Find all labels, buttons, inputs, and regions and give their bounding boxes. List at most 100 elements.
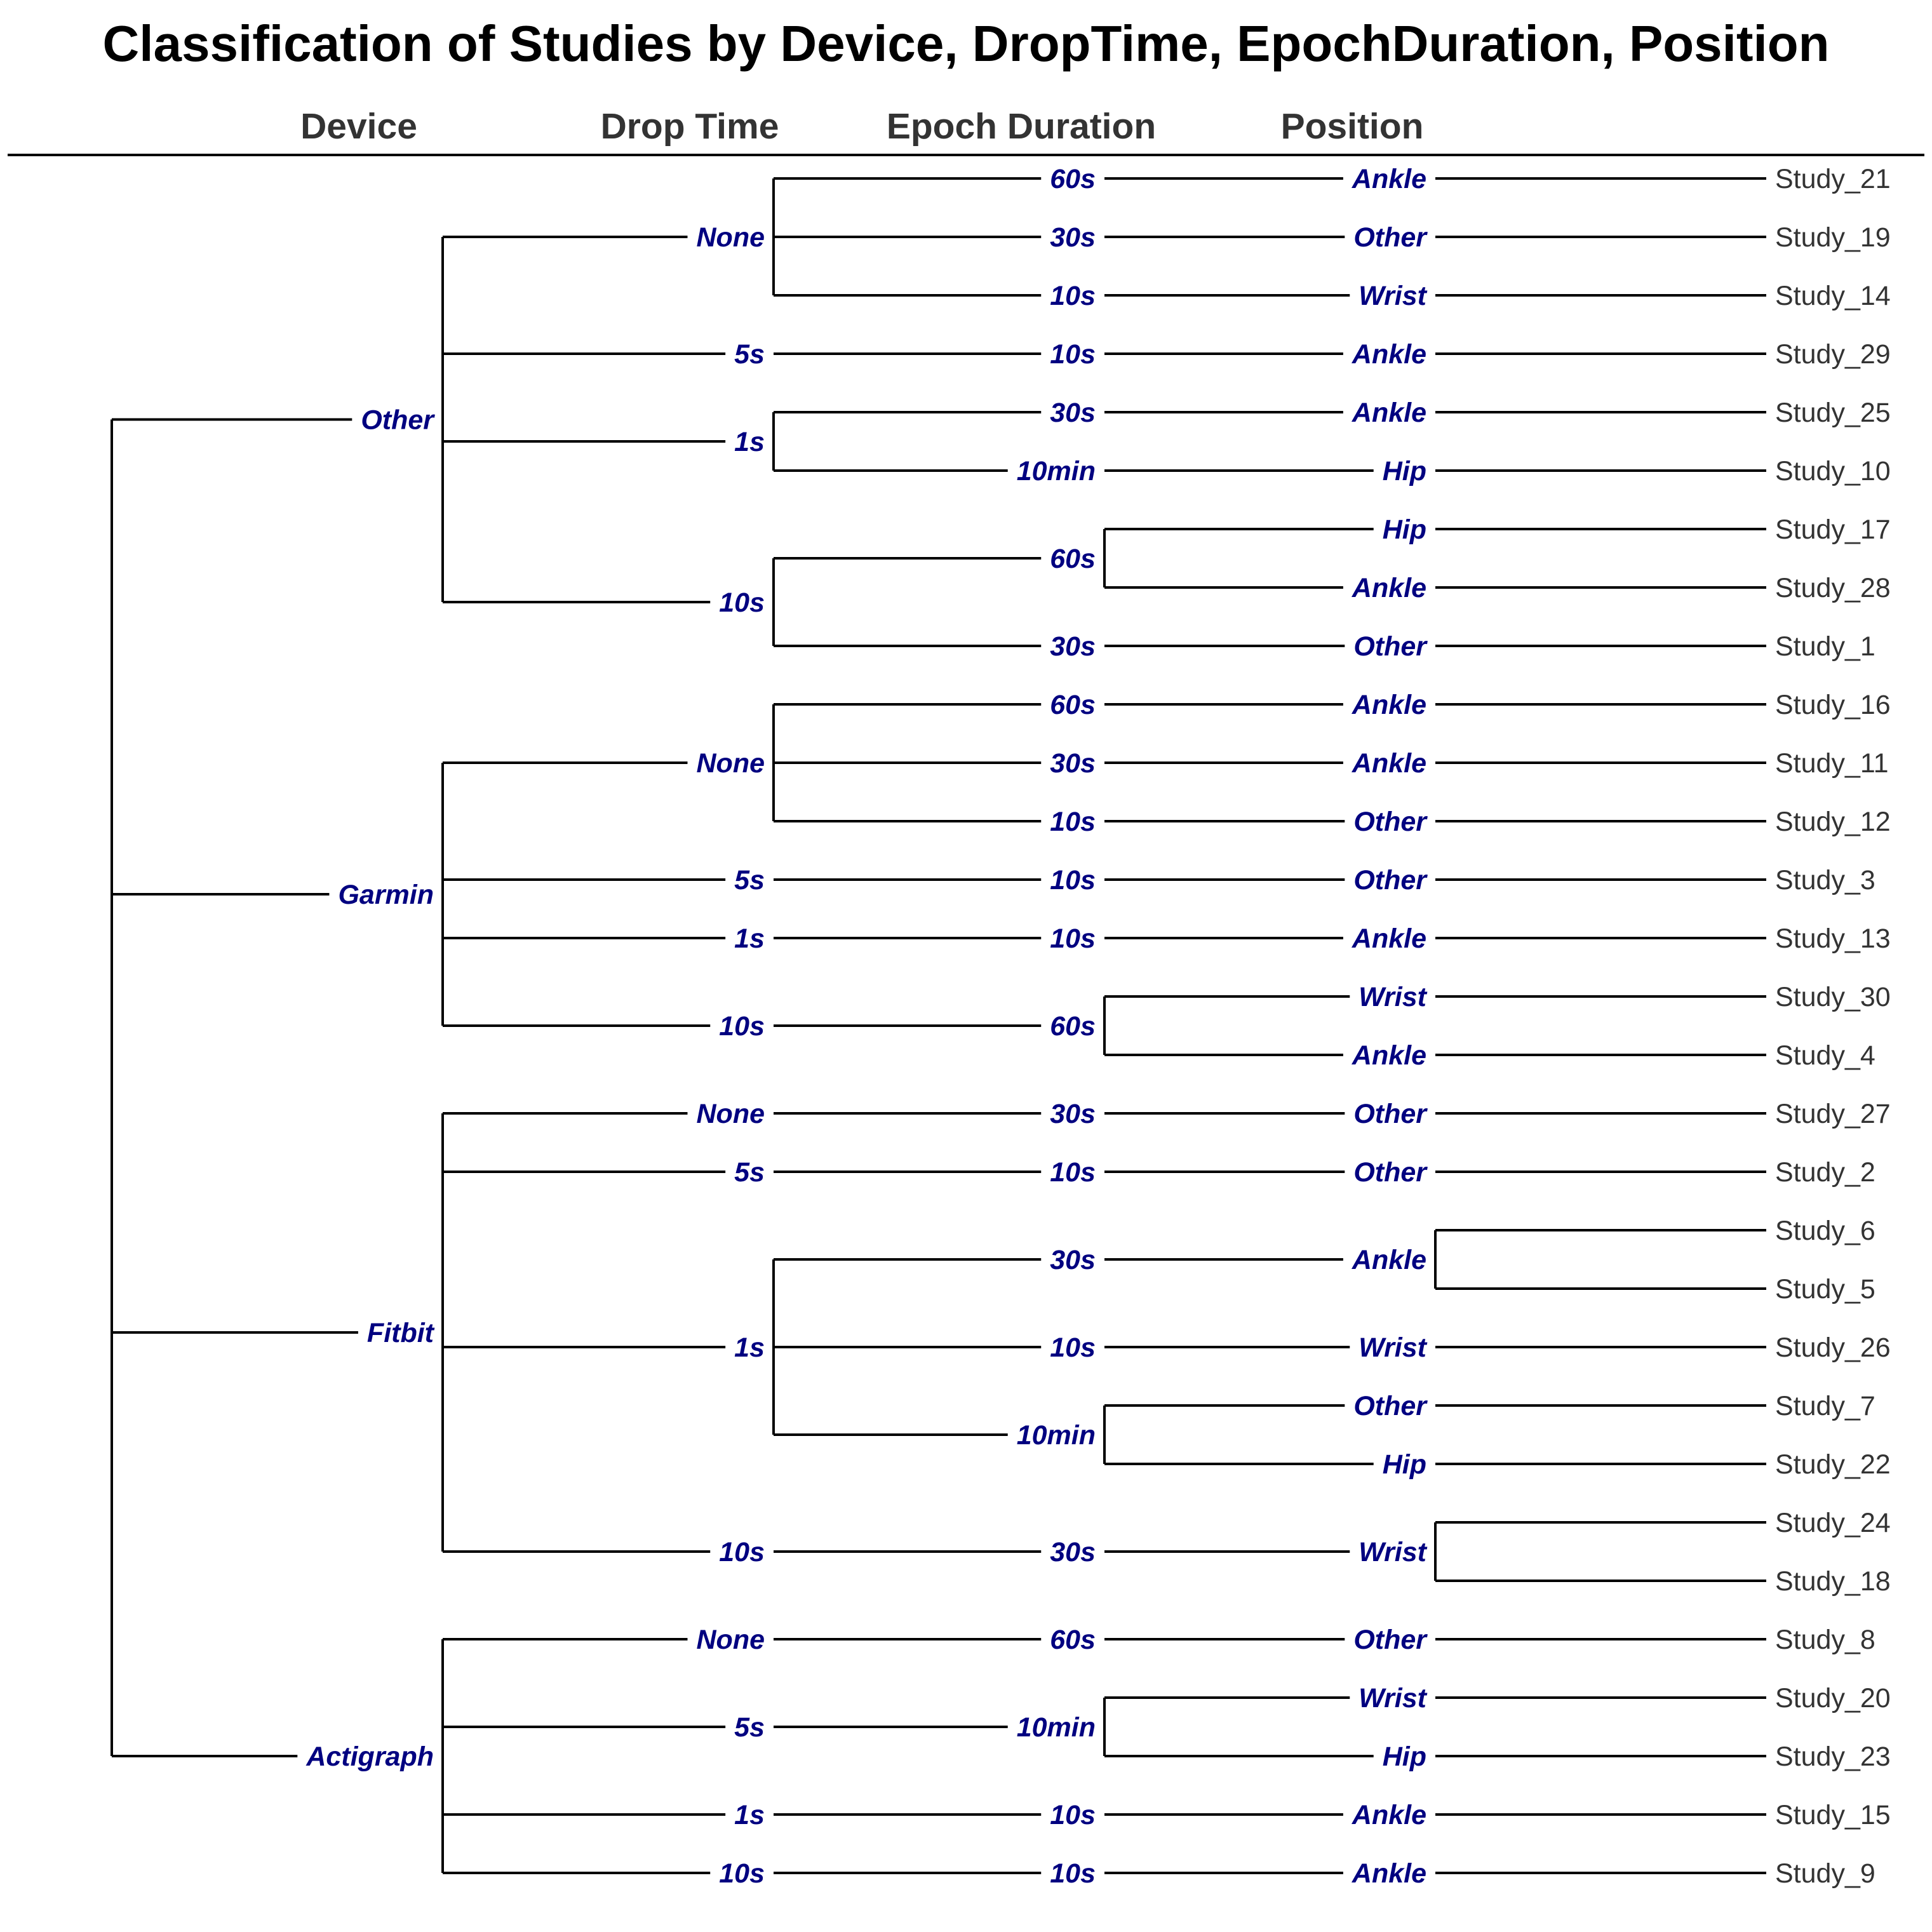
node-epoch-duration-60s: 60s <box>1050 544 1096 574</box>
leaf-study-6: Study_6 <box>1775 1216 1875 1246</box>
node-epoch-duration-30s: 30s <box>1050 398 1096 428</box>
leaf-study-19: Study_19 <box>1775 222 1891 253</box>
leaf-study-13: Study_13 <box>1775 923 1891 954</box>
leaf-study-28: Study_28 <box>1775 573 1891 603</box>
leaf-study-30: Study_30 <box>1775 982 1891 1012</box>
node-epoch-duration-60s: 60s <box>1050 1011 1096 1042</box>
node-device-actigraph: Actigraph <box>305 1741 434 1772</box>
node-position-ankle: Ankle <box>1352 339 1426 370</box>
node-position-ankle: Ankle <box>1352 573 1426 603</box>
node-position-other: Other <box>1353 1099 1428 1129</box>
node-epoch-duration-30s: 30s <box>1050 631 1096 662</box>
node-position-other: Other <box>1353 1157 1428 1188</box>
leaf-study-20: Study_20 <box>1775 1683 1891 1714</box>
node-epoch-duration-10s: 10s <box>1050 865 1096 896</box>
node-drop-time-1s: 1s <box>734 1332 765 1363</box>
node-position-other: Other <box>1353 865 1428 896</box>
node-drop-time-none: None <box>697 222 765 253</box>
node-epoch-duration-30s: 30s <box>1050 748 1096 779</box>
leaf-study-22: Study_22 <box>1775 1449 1891 1480</box>
leaf-study-10: Study_10 <box>1775 456 1891 486</box>
leaf-study-21: Study_21 <box>1775 164 1891 194</box>
node-position-ankle: Ankle <box>1352 398 1426 428</box>
node-position-hip: Hip <box>1383 1741 1426 1772</box>
node-position-hip: Hip <box>1383 456 1426 486</box>
node-epoch-duration-30s: 30s <box>1050 1099 1096 1129</box>
node-epoch-duration-10min: 10min <box>1017 456 1096 486</box>
node-position-ankle: Ankle <box>1352 1245 1426 1275</box>
node-position-ankle: Ankle <box>1352 748 1426 779</box>
node-epoch-duration-10s: 10s <box>1050 923 1096 954</box>
node-position-wrist: Wrist <box>1358 281 1427 311</box>
node-drop-time-10s: 10s <box>719 587 765 618</box>
node-epoch-duration-10min: 10min <box>1017 1420 1096 1451</box>
node-drop-time-10s: 10s <box>719 1537 765 1567</box>
node-position-ankle: Ankle <box>1352 164 1426 194</box>
node-drop-time-5s: 5s <box>734 339 765 370</box>
leaf-study-25: Study_25 <box>1775 398 1891 428</box>
node-drop-time-5s: 5s <box>734 865 765 896</box>
node-epoch-duration-10s: 10s <box>1050 1157 1096 1188</box>
node-drop-time-none: None <box>697 1625 765 1655</box>
leaf-study-3: Study_3 <box>1775 865 1875 896</box>
node-epoch-duration-30s: 30s <box>1050 1245 1096 1275</box>
node-epoch-duration-10s: 10s <box>1050 1332 1096 1363</box>
node-epoch-duration-10min: 10min <box>1017 1712 1096 1743</box>
node-position-other: Other <box>1353 222 1428 253</box>
leaf-study-27: Study_27 <box>1775 1099 1891 1129</box>
tree-labels: Study_21 Ankle 60s Study_19 Other 30s Study_14… <box>305 164 1890 1889</box>
node-position-wrist: Wrist <box>1358 1683 1427 1714</box>
leaf-study-18: Study_18 <box>1775 1566 1891 1597</box>
leaf-study-29: Study_29 <box>1775 339 1891 370</box>
node-device-other: Other <box>361 405 435 436</box>
node-epoch-duration-60s: 60s <box>1050 690 1096 720</box>
leaf-study-4: Study_4 <box>1775 1040 1875 1071</box>
node-position-ankle: Ankle <box>1352 923 1426 954</box>
node-drop-time-5s: 5s <box>734 1157 765 1188</box>
node-epoch-duration-10s: 10s <box>1050 807 1096 837</box>
tree-edges <box>111 177 1766 1874</box>
column-header-position: Position <box>1281 106 1424 147</box>
node-epoch-duration-10s: 10s <box>1050 1858 1096 1889</box>
node-epoch-duration-60s: 60s <box>1050 1625 1096 1655</box>
node-position-hip: Hip <box>1383 514 1426 545</box>
leaf-study-8: Study_8 <box>1775 1625 1875 1655</box>
node-drop-time-1s: 1s <box>734 1800 765 1830</box>
leaf-study-5: Study_5 <box>1775 1274 1875 1305</box>
leaf-study-17: Study_17 <box>1775 514 1891 545</box>
node-device-fitbit: Fitbit <box>367 1318 435 1348</box>
leaf-study-14: Study_14 <box>1775 281 1891 311</box>
node-position-ankle: Ankle <box>1352 1858 1426 1889</box>
node-epoch-duration-10s: 10s <box>1050 1800 1096 1830</box>
node-drop-time-5s: 5s <box>734 1712 765 1743</box>
node-epoch-duration-10s: 10s <box>1050 339 1096 370</box>
node-epoch-duration-10s: 10s <box>1050 281 1096 311</box>
leaf-study-12: Study_12 <box>1775 807 1891 837</box>
node-position-other: Other <box>1353 1625 1428 1655</box>
node-position-other: Other <box>1353 1391 1428 1421</box>
column-header-epoch-duration: Epoch Duration <box>887 106 1156 147</box>
node-position-other: Other <box>1353 631 1428 662</box>
node-drop-time-none: None <box>697 1099 765 1129</box>
node-device-garmin: Garmin <box>338 880 434 910</box>
node-epoch-duration-30s: 30s <box>1050 222 1096 253</box>
column-header-device: Device <box>300 106 417 147</box>
node-position-other: Other <box>1353 807 1428 837</box>
leaf-study-26: Study_26 <box>1775 1332 1891 1363</box>
node-position-ankle: Ankle <box>1352 1800 1426 1830</box>
diagram-title: Classification of Studies by Device, Dro… <box>103 15 1830 72</box>
node-position-ankle: Ankle <box>1352 690 1426 720</box>
leaf-study-11: Study_11 <box>1775 748 1889 779</box>
node-drop-time-10s: 10s <box>719 1011 765 1042</box>
leaf-study-2: Study_2 <box>1775 1157 1875 1188</box>
node-position-hip: Hip <box>1383 1449 1426 1480</box>
node-drop-time-1s: 1s <box>734 427 765 457</box>
leaf-study-15: Study_15 <box>1775 1800 1891 1830</box>
leaf-study-7: Study_7 <box>1775 1391 1875 1421</box>
node-position-wrist: Wrist <box>1358 1332 1427 1363</box>
node-position-wrist: Wrist <box>1358 1537 1427 1567</box>
node-epoch-duration-60s: 60s <box>1050 164 1096 194</box>
leaf-study-24: Study_24 <box>1775 1508 1891 1538</box>
node-drop-time-10s: 10s <box>719 1858 765 1889</box>
